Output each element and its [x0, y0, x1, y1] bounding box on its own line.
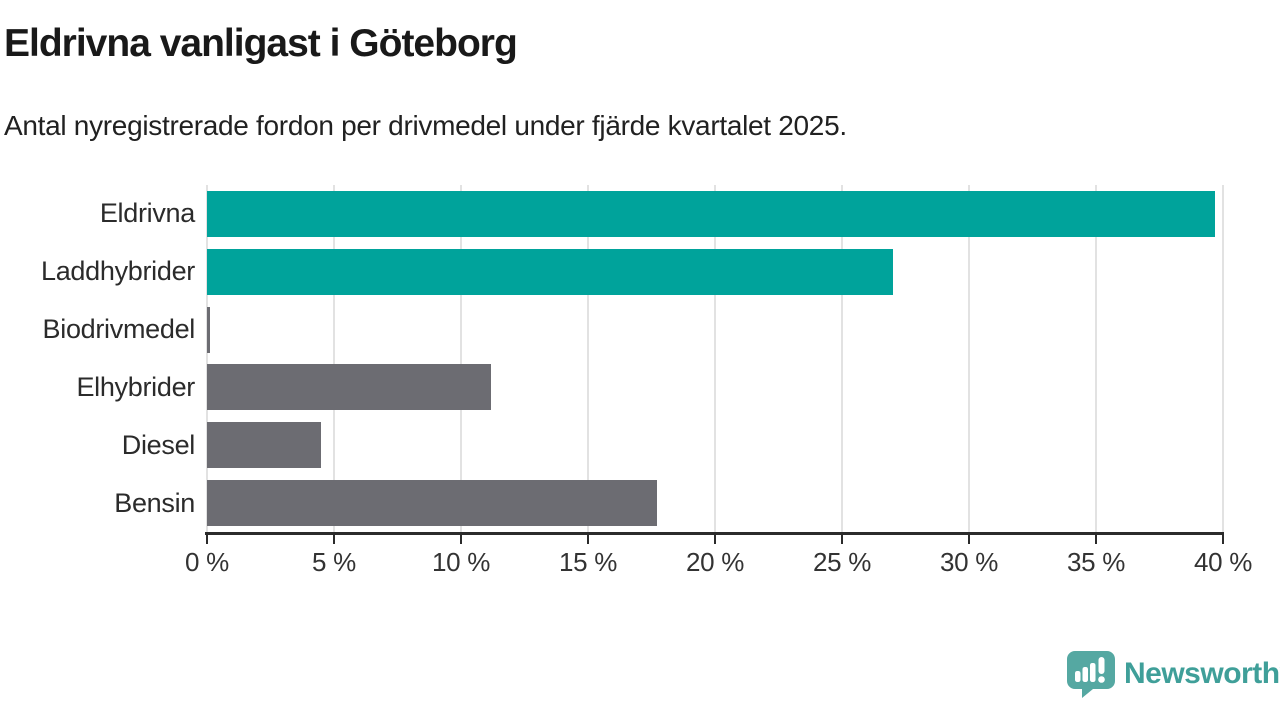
chart-row — [207, 185, 1223, 243]
chart-row — [207, 416, 1223, 474]
category-label: Bensin — [114, 487, 195, 518]
gridline — [968, 185, 970, 532]
gridline — [587, 185, 589, 532]
axis-tick — [714, 535, 716, 544]
axis-tick-label: 15 % — [558, 547, 618, 577]
axis-tick-label: 35 % — [1066, 547, 1126, 577]
axis-tick — [968, 535, 970, 544]
gridline — [1222, 185, 1224, 532]
chart-row — [207, 358, 1223, 416]
brand-name: Newsworthy — [1124, 657, 1280, 690]
category-labels: Eldrivna Laddhybrider Biodrivmedel Elhybrid… — [0, 185, 195, 532]
chart-row — [207, 474, 1223, 532]
x-axis: 0 % 5 % 10 % 15 % 20 % 25 % 30 % 35 % 40 % — [185, 535, 1252, 585]
bar — [207, 422, 322, 469]
chart-row — [207, 301, 1223, 359]
plot-area — [206, 185, 1224, 532]
newsworthy-logo: Newsworthy — [1066, 650, 1280, 698]
axis-tick-label: 30 % — [939, 547, 999, 577]
axis-tick — [1222, 535, 1224, 544]
bar-rows — [207, 185, 1223, 532]
chart-title: Eldrivna vanligast i Göteborg — [4, 22, 518, 65]
gridline — [333, 185, 335, 532]
axis-tick — [333, 535, 335, 544]
axis-tick — [460, 535, 462, 544]
bar — [207, 190, 1216, 237]
gridline — [460, 185, 462, 532]
x-axis-line — [205, 532, 1224, 535]
category-label: Biodrivmedel — [42, 314, 196, 345]
category-label: Eldrivna — [99, 198, 195, 229]
axis-tick — [841, 535, 843, 544]
axis-tick-label: 20 % — [685, 547, 745, 577]
axis-tick — [1095, 535, 1097, 544]
axis-tick — [206, 535, 208, 544]
gridline — [841, 185, 843, 532]
chart-row — [207, 243, 1223, 301]
axis-tick-label: 25 % — [812, 547, 872, 577]
axis-tick-label: 0 % — [185, 547, 229, 577]
gridline — [206, 185, 208, 532]
chart-subtitle: Antal nyregistrerade fordon per drivmede… — [4, 110, 847, 141]
bar — [207, 364, 492, 411]
axis-tick — [587, 535, 589, 544]
axis-tick-label: 5 % — [312, 547, 356, 577]
bar — [207, 306, 210, 353]
axis-tick-label: 40 % — [1193, 547, 1253, 577]
bar — [207, 248, 893, 295]
category-label: Elhybrider — [76, 371, 195, 402]
bar — [207, 480, 657, 527]
gridline — [714, 185, 716, 532]
category-label: Laddhybrider — [40, 256, 195, 287]
gridline — [1095, 185, 1097, 532]
axis-tick-label: 10 % — [431, 547, 491, 577]
newsworthy-logo-icon — [1067, 651, 1115, 698]
category-label: Diesel — [121, 429, 196, 460]
